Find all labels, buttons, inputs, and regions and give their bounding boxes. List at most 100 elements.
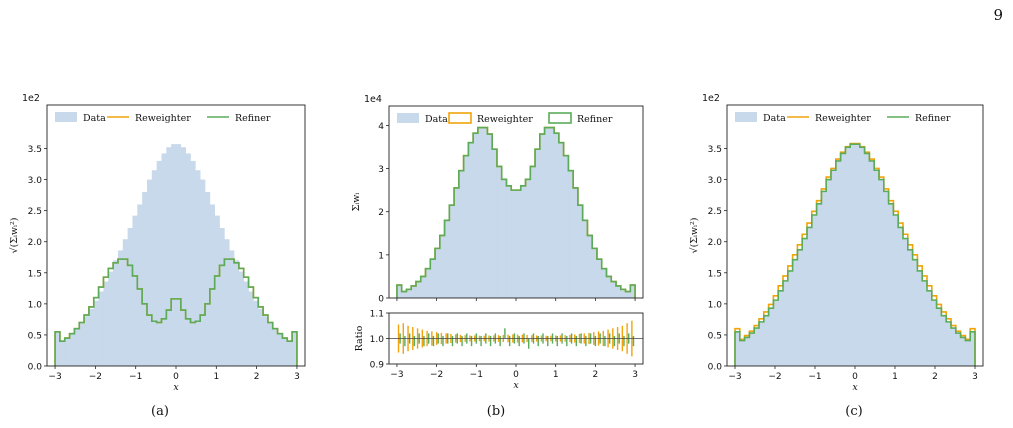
ratio-y-axis-label: Ratio <box>354 325 365 351</box>
data-bar <box>93 300 99 366</box>
x-axis-label: x <box>173 382 179 393</box>
axis-multiplier: 1e4 <box>364 94 382 105</box>
data-bar <box>778 291 784 366</box>
data-bar <box>180 147 186 366</box>
data-bar <box>840 153 846 366</box>
y-tick-label: 2.0 <box>28 238 43 248</box>
legend-label-refiner: Refiner <box>915 113 951 124</box>
data-bar <box>831 170 837 366</box>
y-tick-label: 0.9 <box>370 361 385 371</box>
legend-swatch-data <box>735 112 757 122</box>
data-bar <box>234 260 240 366</box>
legend-label-data: Data <box>83 113 106 124</box>
data-bar <box>611 281 617 298</box>
x-tick-label: −2 <box>768 372 781 382</box>
data-bar <box>568 170 574 298</box>
data-bar <box>506 185 512 298</box>
data-bar <box>749 333 755 366</box>
legend-label-refiner: Refiner <box>577 114 613 125</box>
data-bar <box>137 204 143 366</box>
data-bar <box>592 248 598 298</box>
data-bar <box>539 134 545 298</box>
data-bar <box>960 337 966 366</box>
data-bar <box>549 127 555 299</box>
y-tick-label: 3.5 <box>708 145 722 155</box>
data-bar <box>477 127 483 299</box>
data-bar <box>98 291 104 366</box>
y-axis-label: √(Σᵢwᵢ²) <box>689 218 700 254</box>
data-bar <box>625 291 631 298</box>
data-bar <box>783 281 789 366</box>
y-tick-label: 1.0 <box>28 300 43 310</box>
data-bar <box>754 328 760 366</box>
data-bar <box>282 337 288 366</box>
y-tick-label: 3.0 <box>708 176 723 186</box>
data-bar <box>735 331 741 366</box>
legend-label-reweighter: Reweighter <box>815 113 871 124</box>
data-bar <box>238 271 245 366</box>
data-bar <box>176 144 182 366</box>
y-axis-label: √(Σᵢwᵢ²) <box>9 218 20 254</box>
x-tick-label: 2 <box>932 372 938 382</box>
data-bar <box>69 333 75 366</box>
data-bar <box>859 147 865 366</box>
refiner-step-line <box>54 258 298 366</box>
x-tick-label: 0 <box>173 372 179 382</box>
data-bar <box>439 235 445 298</box>
refiner-step-line <box>734 143 976 366</box>
data-bar <box>108 271 114 366</box>
data-bar <box>927 291 933 366</box>
data-bar <box>511 190 517 298</box>
data-bar <box>835 160 841 366</box>
data-bar <box>879 179 885 366</box>
data-bar <box>922 281 928 366</box>
data-bar <box>151 170 157 366</box>
data-bar <box>161 153 167 366</box>
x-tick-label: 3 <box>294 372 300 382</box>
data-bar <box>917 271 923 366</box>
data-bar <box>931 300 937 366</box>
data-bar <box>826 179 832 366</box>
x-tick-label: −1 <box>470 370 483 380</box>
data-bar <box>936 308 942 366</box>
x-tick-label: −2 <box>89 372 102 382</box>
data-bar <box>558 142 564 298</box>
data-bar <box>190 160 196 366</box>
data-bar <box>845 147 851 366</box>
data-bar <box>739 341 745 366</box>
x-tick-label: −1 <box>129 372 142 382</box>
data-bar <box>883 192 889 366</box>
data-bar <box>74 328 80 366</box>
data-bar <box>277 333 283 366</box>
data-bar <box>970 331 976 366</box>
legend-label-reweighter: Reweighter <box>135 113 191 124</box>
data-bar <box>907 250 913 366</box>
legend-label-reweighter: Reweighter <box>477 114 533 125</box>
data-bar <box>420 276 426 298</box>
data-bar <box>554 133 560 298</box>
data-bar <box>874 170 880 366</box>
data-bar <box>951 328 957 366</box>
data-bar <box>401 291 407 298</box>
data-bar <box>248 291 254 366</box>
data-bar <box>267 322 274 366</box>
panel-b-ratio: 0.9 1.0 1.1 −3 −2 −1 0 1 2 3 Ratio x <box>354 310 644 391</box>
data-bar <box>787 271 793 366</box>
data-bar <box>473 133 479 298</box>
data-bar <box>64 337 70 366</box>
data-bar <box>530 166 536 298</box>
data-bar <box>171 144 177 366</box>
data-bar <box>287 341 293 366</box>
x-tick-label: 2 <box>254 372 260 382</box>
data-bar <box>763 316 769 366</box>
y-tick-label: 1.0 <box>708 300 723 310</box>
data-bar <box>127 228 133 366</box>
y-tick-label: 1.5 <box>28 269 42 279</box>
data-bar <box>263 316 269 366</box>
data-bar <box>59 341 66 366</box>
data-bar <box>482 127 488 299</box>
data-bar <box>606 276 612 298</box>
panel-c: 0.0 0.5 1.0 1.5 2.0 2.5 3.0 3.5 −3 −2 −1 0 1 2 3 1e2 √(Σ… <box>689 93 984 393</box>
data-bar <box>864 153 870 366</box>
data-bar <box>577 205 583 298</box>
